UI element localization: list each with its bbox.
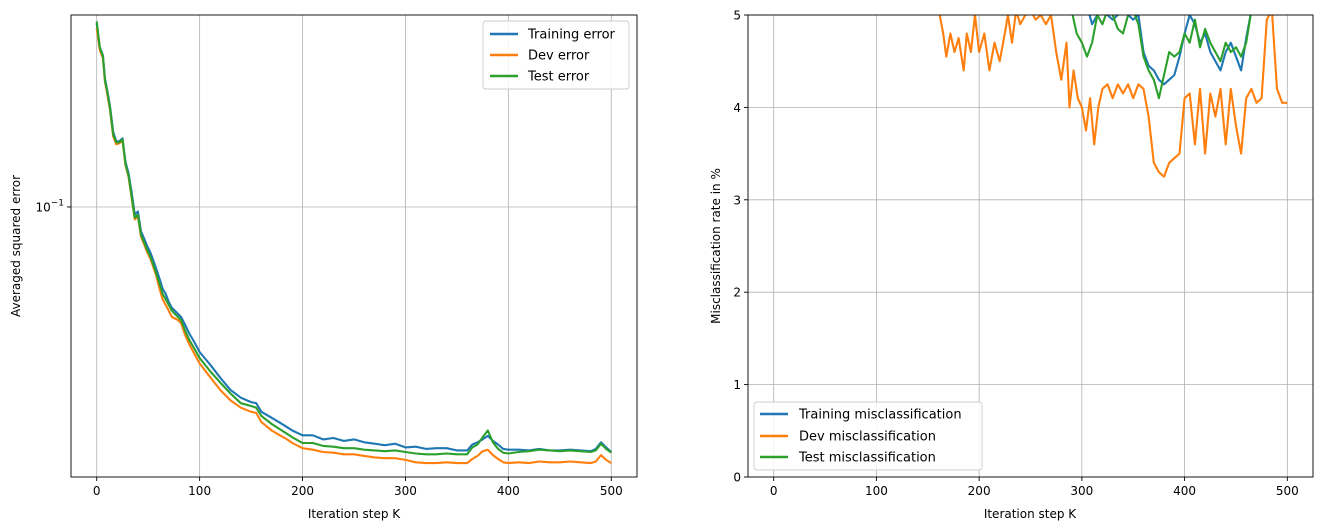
left-y-ticks: 10−1	[35, 198, 71, 214]
left-y-axis-label: Averaged squared error	[9, 175, 23, 317]
right-y-tick-label: 3	[733, 193, 741, 207]
right-x-tick-label: 500	[1276, 484, 1299, 498]
right-y-ticks: 0 1 2 3 4 5	[733, 9, 748, 485]
left-x-tick-label: 300	[394, 484, 417, 498]
left-x-ticks: 0 100 200 300 400 500	[93, 477, 623, 498]
left-legend-label-test: Test error	[527, 70, 590, 85]
right-axes-frame	[747, 14, 1314, 478]
left-x-tick-label: 200	[291, 484, 314, 498]
right-legend-label-dev: Dev misclassification	[799, 430, 936, 445]
right-series-line-test	[1071, 15, 1252, 100]
right-y-tick-label: 1	[733, 378, 741, 392]
left-y-tick-label: 10−1	[35, 198, 64, 214]
right-y-tick-label: 4	[733, 101, 741, 115]
right-series-line-dev	[938, 15, 1288, 178]
left-x-axis-label: Iteration step K	[308, 507, 401, 521]
left-x-tick-label: 0	[93, 484, 101, 498]
right-y-tick-label: 5	[733, 9, 741, 23]
left-series-line-dev	[95, 27, 612, 465]
left-series-lines	[95, 21, 612, 465]
left-series-line-test	[95, 21, 612, 456]
left-axes-frame	[70, 14, 638, 478]
right-x-ticks: 0 100 200 300 400 500	[770, 477, 1299, 498]
left-chart-panel: 0 100 200 300 400 500 10−1 Iteration step K A…	[9, 14, 638, 521]
right-y-tick-label: 0	[733, 471, 741, 485]
right-x-tick-label: 200	[968, 484, 991, 498]
right-legend-label-test: Test misclassification	[798, 451, 936, 466]
right-chart-panel: 0 100 200 300 400 500 0 1 2 3 4 5 Iteration step K…	[709, 9, 1314, 521]
left-series-line-training	[95, 23, 612, 453]
right-y-tick-label: 2	[733, 286, 741, 300]
left-grid	[71, 15, 637, 477]
right-series-lines	[938, 15, 1288, 178]
left-x-tick-label: 500	[600, 484, 623, 498]
right-x-tick-label: 300	[1070, 484, 1093, 498]
right-legend-box	[753, 401, 983, 471]
right-x-tick-label: 0	[770, 484, 778, 498]
right-x-axis-label: Iteration step K	[984, 507, 1077, 521]
left-x-tick-label: 100	[188, 484, 211, 498]
left-legend-label-training: Training error	[527, 28, 616, 43]
right-x-tick-label: 100	[865, 484, 888, 498]
left-x-tick-label: 400	[497, 484, 520, 498]
right-legend-label-training: Training misclassification	[798, 408, 962, 423]
left-legend-box	[482, 20, 630, 90]
right-legend: Training misclassification Dev misclassi…	[753, 401, 983, 471]
right-x-tick-label: 400	[1173, 484, 1196, 498]
left-legend: Training error Dev error Test error	[482, 20, 630, 90]
left-legend-label-dev: Dev error	[528, 49, 590, 64]
right-y-axis-label: Misclassification rate in %	[709, 168, 723, 324]
